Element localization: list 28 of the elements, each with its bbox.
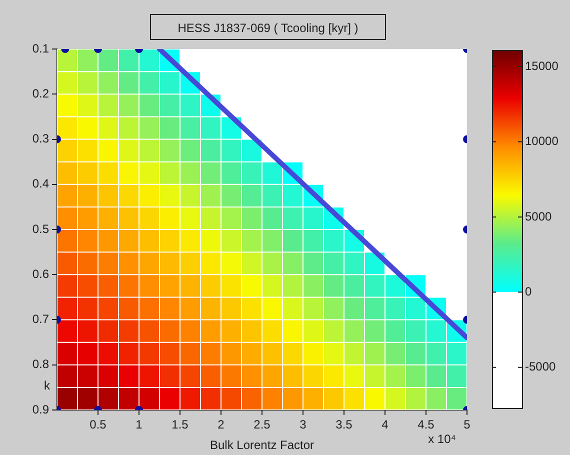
color-bar-label: -5000	[525, 360, 556, 374]
y-tick-label: 0.3	[32, 132, 50, 146]
x-tick-label: 1	[136, 418, 143, 432]
y-axis-title: k	[44, 378, 51, 392]
x-tick-label: 2	[218, 418, 225, 432]
chart-title: HESS J1837-069 ( Tcooling [kyr] )	[150, 14, 386, 40]
y-tick-label: 0.2	[32, 86, 50, 100]
color-bar-label: 15000	[525, 58, 559, 73]
x-tick-label: 5	[464, 418, 471, 432]
x-tick-label: 2.5	[254, 418, 271, 432]
x-tick-label: 1.5	[172, 418, 189, 432]
x-tick-label: 4.5	[418, 418, 435, 432]
y-tick-label: 0.7	[32, 312, 50, 326]
color-bar-label: 5000	[525, 209, 552, 224]
y-tick-label: 0.6	[32, 266, 50, 281]
x-tick-label: 3.5	[336, 418, 353, 432]
color-bar-label: 10000	[525, 134, 559, 148]
y-tick-label: 0.9	[32, 402, 50, 416]
color-bar-label: 0	[525, 284, 532, 298]
x-tick-label: 0.5	[90, 418, 107, 432]
y-tick-label: 0.8	[32, 357, 50, 372]
y-tick-label: 0.4	[32, 176, 50, 191]
y-tick-label: 0.5	[32, 222, 50, 236]
text: x 10⁴	[428, 432, 456, 446]
y-tick-label: 0.1	[32, 41, 50, 56]
x-tick-label: 3	[300, 418, 307, 432]
x-axis-title: Bulk Lorentz Factor	[210, 438, 314, 452]
x-tick-label: 4	[382, 418, 389, 432]
